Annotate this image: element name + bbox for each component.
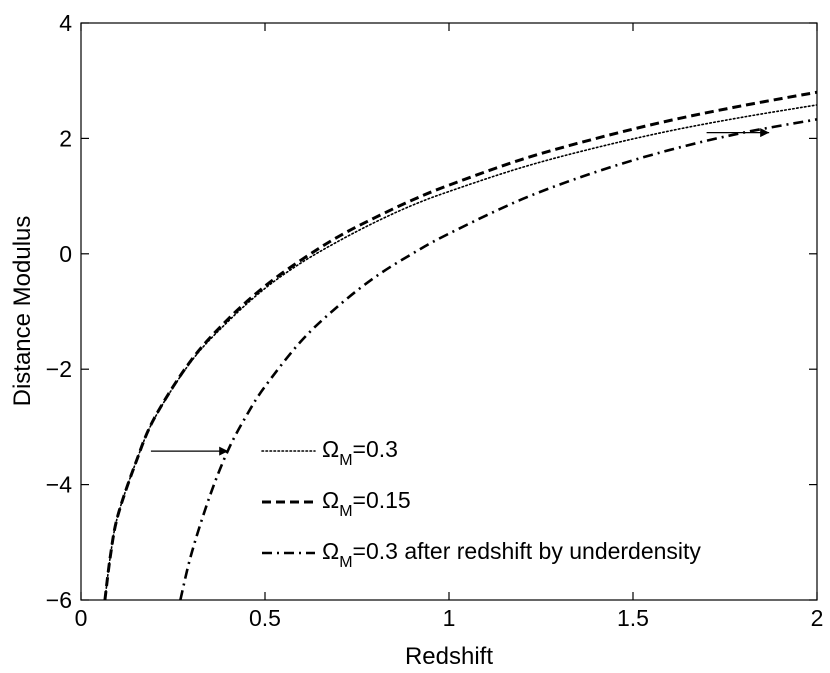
series-line-1 [104, 104, 817, 600]
legend-symbol: Ω [322, 436, 339, 462]
legend-subscript: M [339, 503, 352, 520]
annotations-group [150, 128, 770, 456]
legend-value: =0.15 [353, 487, 411, 513]
x-tick-label: 0 [75, 605, 88, 631]
y-tick-label: −4 [46, 472, 72, 498]
legend-value: =0.3 [353, 436, 398, 462]
legend-subscript: M [339, 452, 352, 469]
x-tick-label: 0.5 [249, 605, 281, 631]
legend-symbol: Ω [322, 538, 339, 564]
x-tick-label: 1 [443, 605, 456, 631]
series-group [103, 90, 817, 600]
x-tick-label: 1.5 [617, 605, 649, 631]
series-line-2 [103, 90, 817, 600]
y-axis-label: Distance Modulus [9, 216, 36, 407]
y-tick-label: 4 [59, 10, 72, 36]
y-tick-label: 2 [59, 125, 72, 151]
tick-labels-group: 0 0.5 1 1.5 2 −6 −4 −2 0 2 4 [46, 10, 824, 631]
series-line-3 [179, 118, 817, 600]
legend-symbol: Ω [322, 487, 339, 513]
y-tick-label: 0 [59, 241, 72, 267]
x-axis-label: Redshift [405, 643, 493, 670]
ticks-group [80, 22, 818, 601]
legend-value: =0.3 after redshift by underdensity [353, 538, 702, 564]
y-tick-label: −2 [46, 356, 72, 382]
legend-label-2: ΩM=0.15 [322, 487, 411, 520]
legend-label-3: ΩM=0.3 after redshift by underdensity [322, 538, 701, 571]
x-tick-label: 2 [811, 605, 824, 631]
legend-label-1: ΩM=0.3 [322, 436, 398, 469]
legend-subscript: M [339, 554, 352, 571]
y-tick-label: −6 [46, 587, 72, 613]
